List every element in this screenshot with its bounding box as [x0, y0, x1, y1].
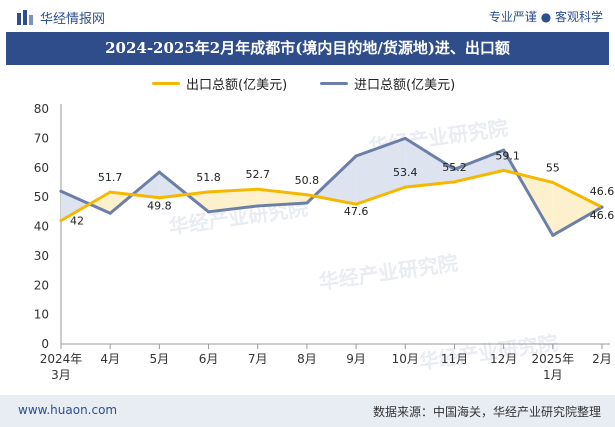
- gap-band-10: [552, 182, 602, 236]
- import-point-9: [502, 148, 506, 152]
- x-tick-label-5: 8月: [297, 352, 317, 366]
- export-point-9: [502, 168, 506, 172]
- export-point-4: [256, 187, 260, 191]
- data-label-0: 42: [70, 215, 84, 228]
- legend-swatch-import: [320, 82, 348, 85]
- x-tick-label-year-10: 2025年: [532, 352, 575, 366]
- import-point-6: [354, 154, 358, 158]
- x-tick-label-0: 3月: [51, 368, 71, 382]
- tagline: 专业严谨 ● 客观科学: [488, 10, 603, 24]
- x-tick-label-4: 7月: [248, 352, 268, 366]
- data-label-10: 55: [546, 161, 560, 174]
- import-point-4: [256, 204, 260, 208]
- export-point-8: [452, 180, 456, 184]
- import-point-1: [108, 211, 112, 215]
- import-point-5: [305, 201, 309, 205]
- y-tick-label-6: 60: [34, 161, 49, 175]
- import-point-2: [157, 170, 161, 174]
- import-point-8: [452, 167, 456, 171]
- x-tick-label-10: 1月: [543, 368, 563, 382]
- x-tick-label-9: 12月: [490, 352, 517, 366]
- legend-label-import: 进口总额(亿美元): [354, 78, 456, 93]
- legend: 出口总额(亿美元) 进口总额(亿美元): [0, 72, 615, 94]
- gap-band-7: [405, 138, 455, 188]
- brand-name: 华经情报网: [40, 12, 106, 27]
- y-tick-label-7: 70: [34, 131, 49, 145]
- import-point-11: [600, 205, 604, 209]
- line-chart: 华经产业研究院华经产业研究院华经产业研究院华经产业研究院010203040506…: [34, 102, 615, 382]
- legend-label-export: 出口总额(亿美元): [186, 78, 288, 93]
- data-label-2: 49.8: [147, 200, 172, 213]
- y-tick-label-3: 30: [34, 249, 49, 263]
- chart-title: 2024-2025年2月年成都市(境内目的地/货源地)进、出口额: [6, 32, 609, 65]
- data-label-5: 50.8: [295, 174, 320, 187]
- import-point-0: [59, 189, 63, 193]
- import-point-7: [403, 136, 407, 140]
- export-point-6: [354, 202, 358, 206]
- gap-band-0-a: [61, 191, 90, 221]
- data-label-7: 53.4: [393, 166, 418, 179]
- data-label-3: 51.8: [196, 171, 221, 184]
- gap-band-8: [454, 150, 504, 182]
- import-point-10: [551, 233, 555, 237]
- export-point-5: [305, 193, 309, 197]
- x-tick-label-8: 11月: [441, 352, 468, 366]
- data-label-11: 46.6: [590, 185, 615, 198]
- import-point-3: [207, 210, 211, 214]
- export-point-0: [59, 219, 63, 223]
- x-tick-label-2: 5月: [150, 352, 170, 366]
- logo-icon: [17, 10, 33, 25]
- import-line: [59, 136, 604, 237]
- y-tick-label-4: 40: [34, 220, 49, 234]
- y-tick-label-5: 50: [34, 190, 49, 204]
- x-tick-label-6: 9月: [346, 352, 366, 366]
- watermark-2: 华经产业研究院: [317, 251, 459, 294]
- y-tick-label-1: 10: [34, 308, 49, 322]
- x-tick-label-year-0: 2024年: [40, 352, 83, 366]
- y-tick-label-2: 20: [34, 278, 49, 292]
- data-label-1: 51.7: [98, 171, 123, 184]
- export-point-10: [551, 180, 555, 184]
- export-point-1: [108, 190, 112, 194]
- footer-site: www.huaon.com: [18, 403, 118, 417]
- x-tick-label-7: 10月: [392, 352, 419, 366]
- export-point-2: [157, 196, 161, 200]
- export-point-7: [403, 185, 407, 189]
- gap-band-6: [356, 138, 406, 205]
- x-tick-label-3: 6月: [199, 352, 219, 366]
- footer-source: 数据来源：中国海关，华经产业研究院整理: [372, 405, 601, 419]
- data-label-9: 59.1: [495, 149, 520, 162]
- data-label-8: 55.2: [442, 161, 467, 174]
- x-tick-label-11: 2月: [592, 352, 612, 366]
- data-label-6: 47.6: [344, 205, 369, 218]
- gap-band-0-b: [89, 192, 111, 214]
- y-tick-label-8: 80: [34, 102, 49, 116]
- top-bar: 华经情报网 专业严谨 ● 客观科学: [0, 0, 615, 32]
- y-tick-label-0: 0: [41, 337, 49, 351]
- footer: www.huaon.com 数据来源：中国海关，华经产业研究院整理: [0, 395, 615, 427]
- export-point-3: [207, 190, 211, 194]
- data-label-import-last: 46.6: [590, 209, 615, 222]
- legend-swatch-export: [152, 82, 180, 85]
- x-tick-label-1: 4月: [100, 352, 120, 366]
- export-line: [59, 168, 604, 223]
- data-label-4: 52.7: [245, 168, 270, 181]
